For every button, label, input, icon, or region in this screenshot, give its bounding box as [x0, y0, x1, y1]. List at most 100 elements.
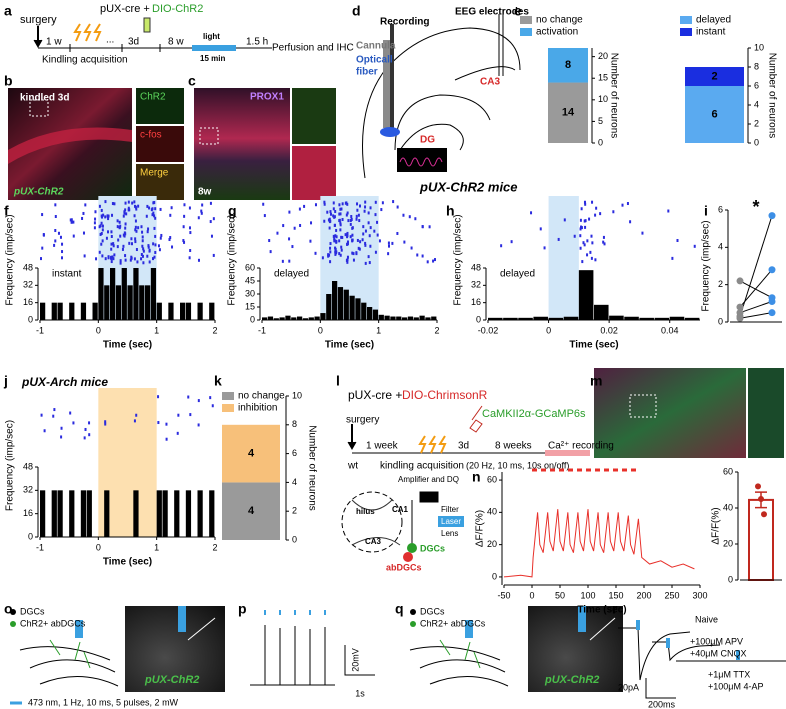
histogram-bar: [51, 302, 57, 320]
value-label: 8: [565, 59, 571, 71]
raster-spike: [341, 235, 344, 239]
bar-segment: [548, 48, 588, 83]
data-point: [768, 212, 776, 220]
brain-diagram: [362, 14, 521, 179]
raster-spike: [581, 260, 584, 264]
raster-spike: [95, 257, 98, 261]
label: fiber: [356, 67, 378, 78]
raster-spike: [334, 250, 337, 254]
raster-spike: [101, 254, 104, 258]
x-tick-label: 2: [212, 542, 217, 552]
raster-spike: [579, 227, 582, 231]
histogram-bar: [302, 318, 309, 320]
histogram-bar: [197, 302, 203, 320]
trace-r: [618, 620, 786, 699]
raster-spike: [410, 246, 413, 250]
raster-spike: [341, 218, 344, 222]
y-tick-label: 20: [487, 539, 497, 549]
histogram-bar: [503, 317, 518, 320]
raster-spike: [101, 224, 104, 228]
raster-spike: [72, 234, 75, 238]
raster-spike: [165, 437, 168, 441]
raster-spike: [579, 218, 582, 222]
raster-spike: [269, 250, 272, 254]
raster-spike: [135, 207, 138, 211]
y-tick-label: 0: [250, 314, 255, 324]
raster-spike: [358, 219, 361, 223]
histogram-bar: [308, 317, 314, 320]
histogram-bar: [150, 268, 157, 320]
raster-spike: [408, 215, 411, 219]
raster-spike: [112, 242, 115, 246]
y-tick-label: 40: [723, 502, 733, 512]
bar-segment: [222, 424, 280, 483]
raster-spike: [603, 242, 606, 246]
neuron-diagram-q: [409, 606, 623, 692]
x-tick-label: 0: [318, 325, 323, 335]
raster-spike: [356, 202, 359, 206]
y-tick-label: 60: [245, 262, 255, 272]
raster-spike: [130, 255, 133, 259]
raster-spike: [369, 226, 372, 230]
value-label: 14: [562, 107, 575, 119]
raster-spike: [358, 247, 361, 251]
raster-spike: [148, 249, 151, 253]
raster-spike: [588, 217, 591, 221]
x-tick-label: 200: [636, 590, 651, 600]
histogram-bar: [349, 295, 355, 320]
label: 473 nm, 1 Hz, 10 ms, 5 pulses, 2 mW: [28, 697, 179, 707]
label: 15 min: [200, 54, 225, 63]
histogram-bar: [431, 316, 437, 320]
raster-spike: [61, 242, 64, 246]
raster-spike: [364, 243, 367, 247]
raster-spike: [69, 411, 72, 415]
bar-segment: [685, 86, 744, 143]
raster-spike: [104, 200, 107, 204]
raster-spike: [345, 201, 348, 205]
raster-spike: [376, 220, 379, 224]
x-tick-label: 50: [555, 590, 565, 600]
raster-spike: [141, 254, 144, 258]
raster-spike: [387, 252, 390, 256]
x-tick-label: 0: [529, 590, 534, 600]
raster-spike: [339, 223, 342, 227]
raster-spike: [329, 242, 332, 246]
raster-spike: [667, 209, 670, 213]
histogram-bar: [209, 302, 215, 320]
y-tick-label: 48: [23, 262, 33, 272]
raster-spike: [340, 207, 343, 211]
raster-spike: [209, 396, 212, 400]
raster-spike: [387, 244, 390, 248]
y-tick-label: 0: [728, 574, 733, 584]
raster-spike: [134, 240, 137, 244]
raster-spike: [200, 211, 203, 215]
raster-spike: [100, 242, 103, 246]
raster-spike: [584, 225, 587, 229]
raster-spike: [133, 200, 136, 204]
histogram-bar: [197, 490, 203, 537]
raster-spike: [98, 250, 101, 254]
trace-p: [250, 610, 375, 686]
raster-spike: [346, 235, 349, 239]
x-tick-label: 100: [580, 590, 595, 600]
label: 1.5 h: [246, 37, 268, 48]
raster-spike: [110, 256, 113, 260]
raster-spike: [188, 206, 191, 210]
raster-spike: [355, 214, 358, 218]
y-axis-label: Frequency (imp/sec): [5, 420, 16, 511]
significance: *: [752, 197, 759, 217]
raster-spike: [586, 239, 589, 243]
raster-spike: [43, 429, 46, 433]
y-tick-label: 16: [471, 297, 481, 307]
label: abDGCs: [386, 562, 422, 572]
raster-spike: [376, 233, 379, 237]
raster-spike: [54, 229, 57, 233]
histogram-bar: [121, 268, 127, 320]
raster-spike: [368, 234, 371, 238]
raster-spike: [197, 423, 200, 427]
raster-spike: [54, 239, 57, 243]
raster-spike: [391, 241, 394, 245]
raster-spike: [332, 207, 335, 211]
histogram-bar: [425, 317, 431, 320]
pair-line: [739, 312, 773, 319]
